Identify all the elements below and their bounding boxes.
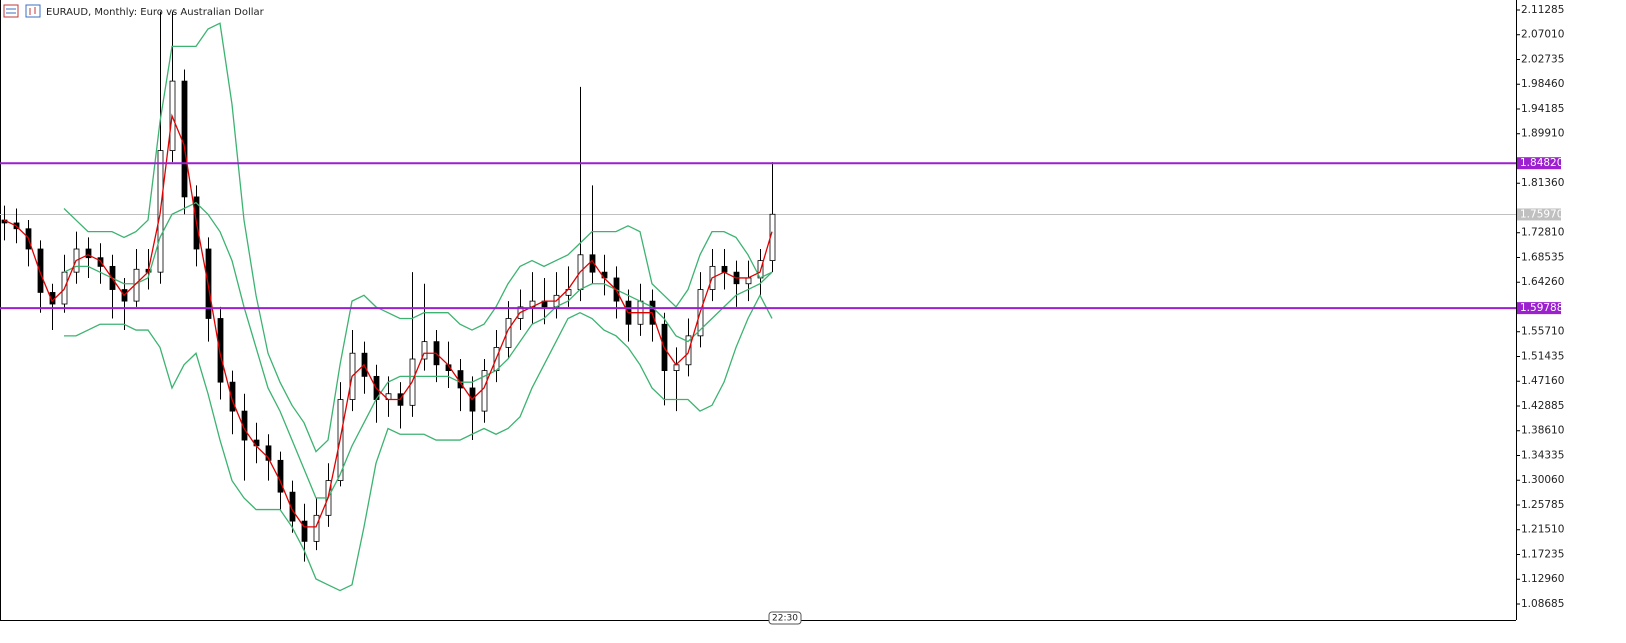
y-tick-label: 1.94185 — [1521, 103, 1564, 115]
candle-body — [217, 318, 224, 383]
icon[interactable] — [25, 4, 41, 18]
y-tick-label: 1.21510 — [1521, 524, 1564, 536]
time-label-bg — [768, 611, 802, 625]
y-tick-label: 1.68535 — [1521, 251, 1564, 263]
indicator-line — [64, 293, 773, 592]
y-tick-label: 1.42885 — [1521, 400, 1564, 412]
candle-body — [505, 318, 512, 348]
candle-body — [229, 381, 236, 412]
level-label-bg — [1517, 157, 1561, 170]
y-tick-label: 1.25785 — [1521, 499, 1564, 511]
y-tick-label: 1.08685 — [1521, 598, 1564, 610]
level-label-bg — [1517, 302, 1561, 315]
y-tick-label: 1.51435 — [1521, 350, 1564, 362]
candle-body — [289, 491, 296, 522]
y-tick-label: 1.34335 — [1521, 449, 1564, 461]
toolbar-icons[interactable] — [3, 4, 41, 18]
y-tick-label: 1.72810 — [1521, 227, 1564, 239]
y-tick-label: 1.17235 — [1521, 548, 1564, 560]
candle-body — [673, 364, 680, 371]
y-tick-label: 1.64260 — [1521, 276, 1564, 288]
indicator-line — [3, 113, 773, 528]
candle-body — [721, 265, 728, 273]
candle-body — [37, 248, 44, 293]
candle-body — [241, 410, 248, 441]
y-tick-label: 1.47160 — [1521, 375, 1564, 387]
y-tick-label: 2.07010 — [1521, 29, 1564, 41]
y-tick-label: 1.89910 — [1521, 128, 1564, 140]
y-tick-label: 1.38610 — [1521, 425, 1564, 437]
y-tick-label: 1.98460 — [1521, 78, 1564, 90]
candle-body — [745, 277, 752, 285]
y-tick-label: 1.12960 — [1521, 573, 1564, 585]
time-label: 22:30 — [772, 614, 798, 624]
y-tick-label: 1.55710 — [1521, 326, 1564, 338]
current-price-label-bg — [1517, 208, 1561, 221]
icon[interactable] — [3, 4, 19, 18]
level-label: 1.84820 — [1520, 157, 1563, 169]
candle-body — [589, 254, 596, 273]
level-label: 1.59788 — [1520, 302, 1563, 314]
y-tick-label: 2.11285 — [1521, 4, 1564, 16]
indicator-line — [63, 22, 773, 453]
candle-body — [181, 80, 188, 198]
y-tick-label: 2.02735 — [1521, 53, 1564, 65]
candle-body — [301, 520, 308, 542]
current-price-label: 1.75970 — [1520, 208, 1563, 220]
candle-body — [265, 445, 272, 461]
y-tick-label: 1.81360 — [1521, 177, 1564, 189]
candle-body — [313, 514, 320, 542]
candle-body — [85, 248, 92, 259]
candle-body — [421, 341, 428, 360]
candle-body — [481, 370, 488, 412]
chart-title: EURAUD, Monthly: Euro vs Australian Doll… — [46, 7, 265, 18]
y-tick-label: 1.30060 — [1521, 474, 1564, 486]
